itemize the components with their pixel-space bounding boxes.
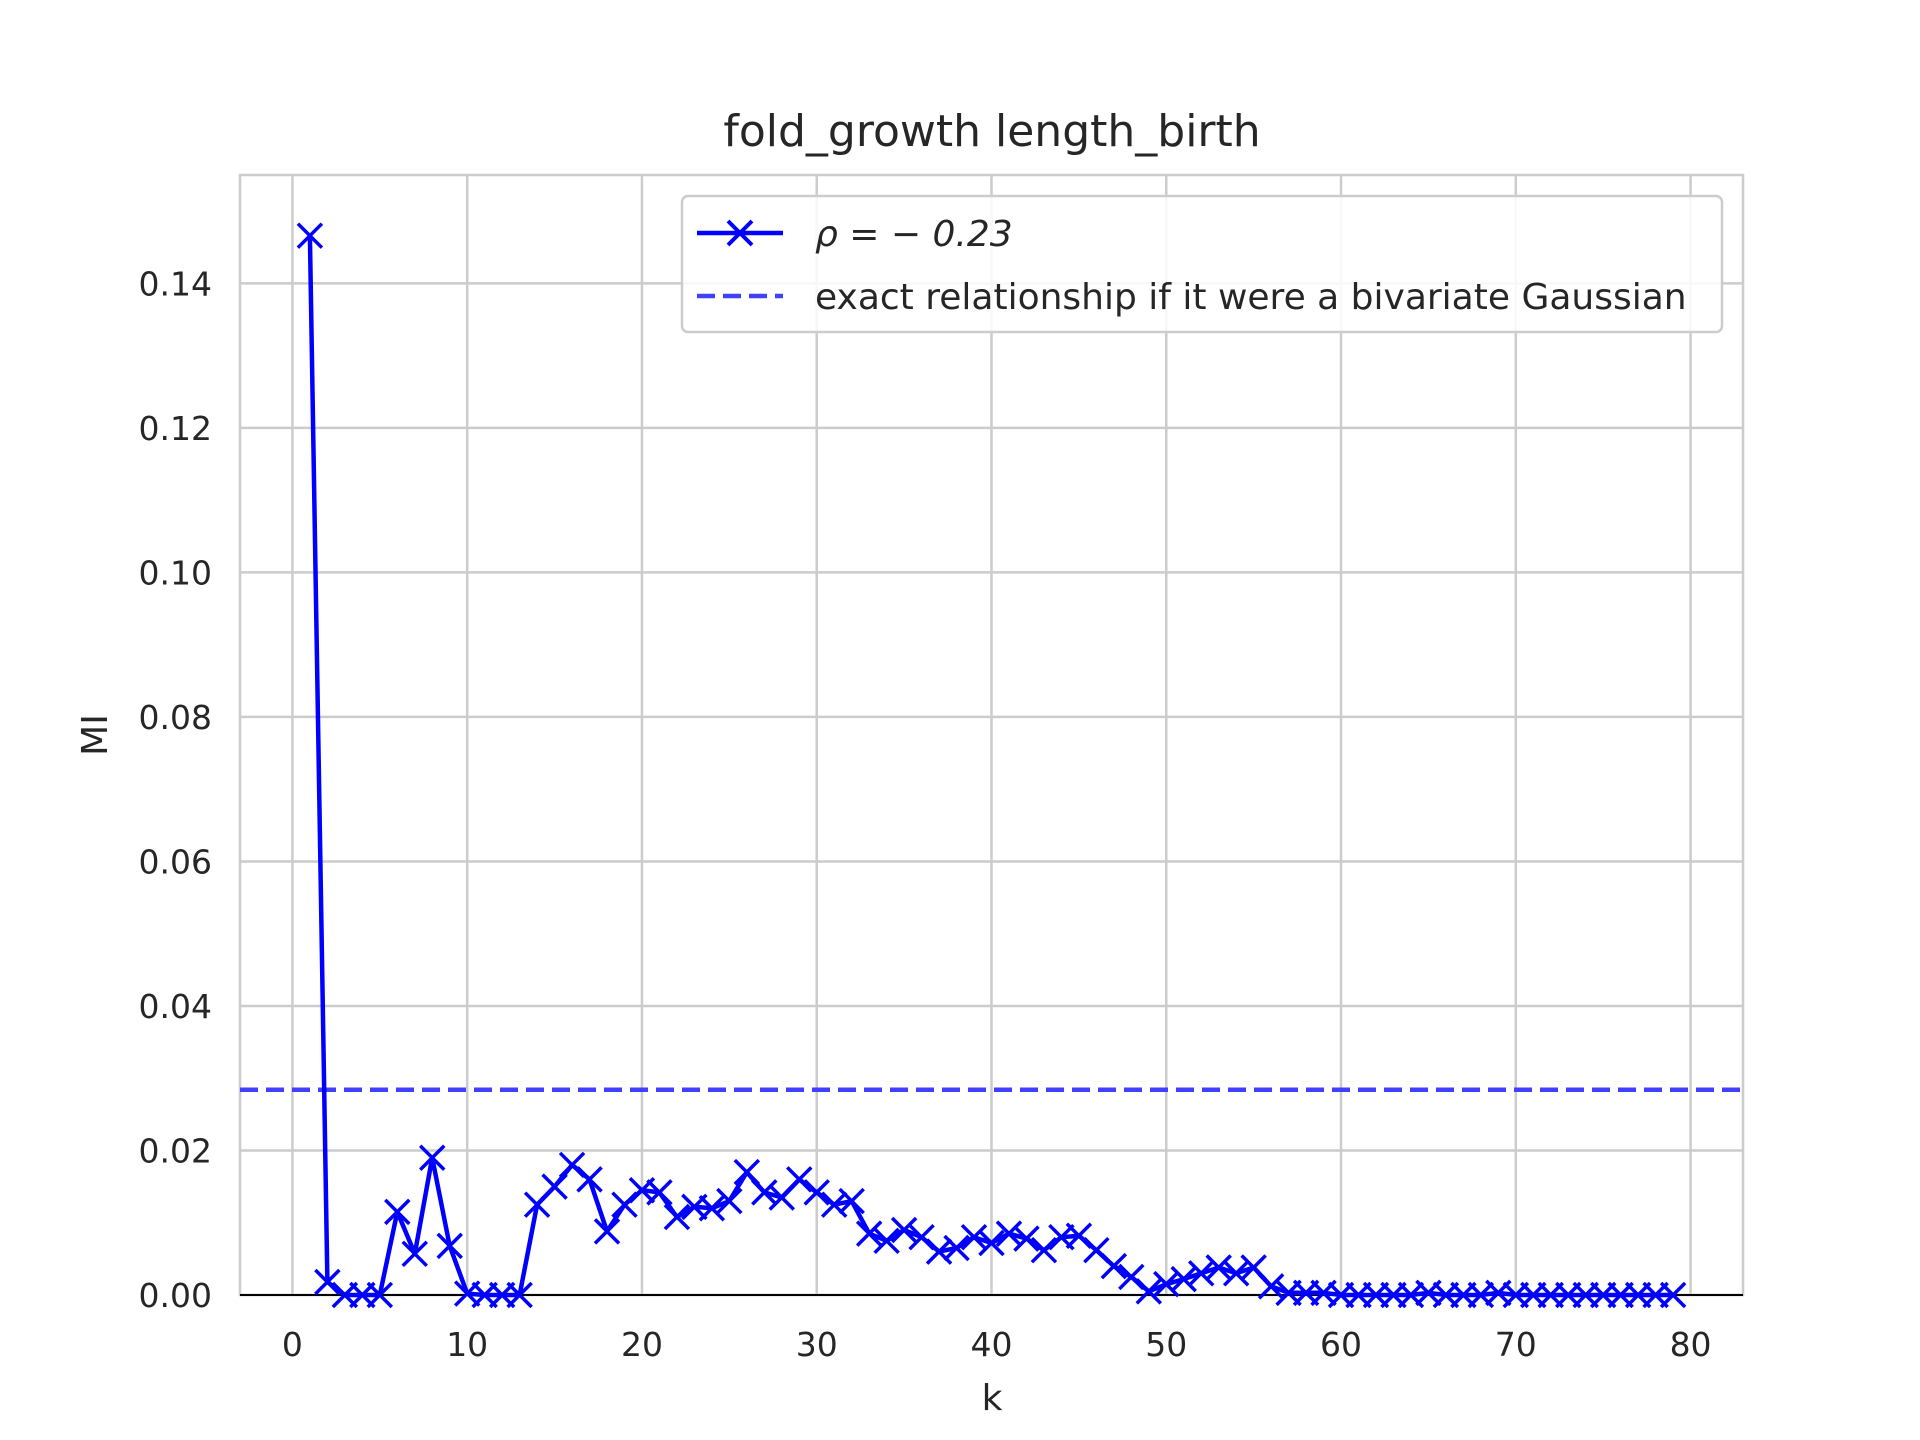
data-point-marker xyxy=(366,1281,394,1309)
data-point-marker xyxy=(593,1218,621,1245)
data-point-marker xyxy=(978,1229,1005,1257)
data-point-marker xyxy=(1153,1270,1180,1298)
data-point-marker xyxy=(1135,1278,1163,1305)
x-tick-label: 50 xyxy=(1145,1325,1187,1364)
data-point-marker xyxy=(803,1179,830,1206)
data-point-marker xyxy=(646,1179,673,1206)
x-tick-label: 30 xyxy=(796,1325,838,1364)
x-tick-label: 70 xyxy=(1495,1325,1537,1364)
data-point-marker xyxy=(419,1144,446,1171)
x-axis-label: k xyxy=(982,1378,1003,1419)
data-point-marker xyxy=(890,1216,918,1244)
y-tick-label: 0.08 xyxy=(139,698,212,737)
data-point-marker xyxy=(1205,1254,1232,1281)
data-point-marker xyxy=(716,1187,743,1215)
data-point-marker xyxy=(1659,1281,1687,1309)
x-tick-labels: 0 10 20 30 40 50 60 70 80 xyxy=(282,1325,1712,1364)
data-point-marker xyxy=(558,1151,586,1179)
legend-box xyxy=(680,194,1724,334)
data-point-marker xyxy=(786,1166,813,1193)
legend-label-series: ρ = − 0.23 xyxy=(815,214,1013,255)
y-tick-label: 0.10 xyxy=(139,553,212,592)
data-point-marker xyxy=(611,1191,638,1218)
x-tick-label: 80 xyxy=(1670,1325,1712,1364)
data-point-marker xyxy=(995,1220,1023,1247)
data-point-marker xyxy=(401,1240,429,1268)
y-tick-label: 0.04 xyxy=(139,987,212,1026)
data-point-marker xyxy=(1170,1265,1197,1293)
legend-marker-x xyxy=(726,219,754,247)
data-point-marker xyxy=(1030,1236,1058,1264)
y-tick-label: 0.06 xyxy=(139,842,212,881)
data-point-marker xyxy=(1187,1260,1215,1287)
data-point-marker xyxy=(541,1173,568,1200)
data-point-marker xyxy=(698,1195,726,1222)
legend-label-gaussian: exact relationship if it were a bivariat… xyxy=(815,277,1687,318)
x-tick-label: 40 xyxy=(971,1325,1013,1364)
chart-title: fold_growth length_birth xyxy=(723,106,1260,157)
data-point-marker xyxy=(576,1166,603,1193)
data-point-marker xyxy=(314,1268,341,1296)
data-point-marker xyxy=(960,1223,988,1251)
x-tick-label: 10 xyxy=(446,1325,488,1364)
data-point-marker xyxy=(855,1220,883,1247)
data-point-marker xyxy=(296,222,324,249)
data-point-marker xyxy=(1100,1252,1128,1280)
data-point-marker xyxy=(506,1281,533,1309)
data-point-marker xyxy=(733,1158,761,1186)
data-point-marker xyxy=(908,1223,935,1251)
data-point-marker xyxy=(1013,1225,1040,1252)
x-tick-label: 0 xyxy=(282,1325,303,1364)
data-point-marker xyxy=(1257,1273,1285,1300)
y-tick-label: 0.00 xyxy=(139,1276,212,1315)
x-tick-label: 60 xyxy=(1320,1325,1362,1364)
y-tick-labels: 0.00 0.02 0.04 0.06 0.08 0.10 0.12 0.14 xyxy=(139,264,212,1315)
data-point-marker xyxy=(751,1179,778,1206)
y-axis-label: MI xyxy=(75,714,116,756)
y-tick-label: 0.14 xyxy=(139,264,212,303)
data-point-marker xyxy=(1065,1222,1093,1249)
data-point-marker xyxy=(838,1187,865,1215)
data-point-marker xyxy=(663,1203,691,1231)
data-point-marker xyxy=(436,1232,463,1260)
data-point-marker xyxy=(384,1198,411,1226)
legend: ρ = − 0.23 exact relationship if it were… xyxy=(680,194,1724,334)
data-point-marker xyxy=(873,1227,900,1255)
y-tick-label: 0.12 xyxy=(139,409,212,448)
data-point-marker xyxy=(943,1234,970,1262)
data-series xyxy=(240,222,1743,1309)
data-point-marker xyxy=(1222,1260,1250,1287)
y-tick-label: 0.02 xyxy=(139,1131,212,1170)
x-tick-label: 20 xyxy=(621,1325,663,1364)
data-point-marker xyxy=(1118,1263,1145,1291)
